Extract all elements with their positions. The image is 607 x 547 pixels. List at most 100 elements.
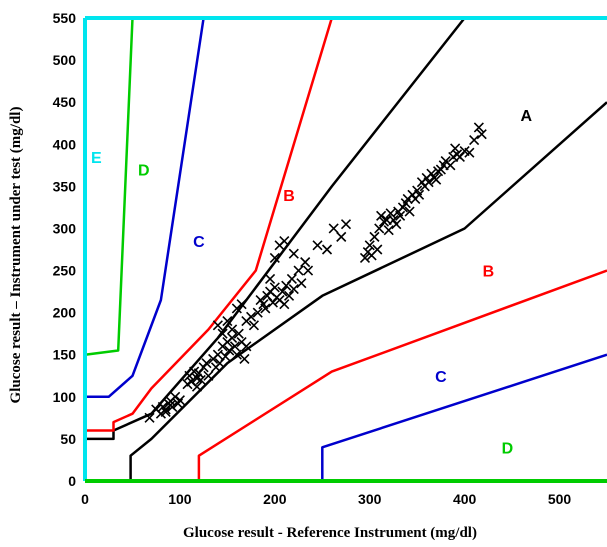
y-tick-label: 150: [53, 347, 77, 363]
x-tick-label: 400: [453, 491, 477, 507]
y-tick-label: 250: [53, 263, 77, 279]
data-point: [372, 244, 383, 255]
data-point: [286, 273, 297, 285]
data-point: [212, 320, 223, 331]
data-point: [450, 143, 461, 154]
zone-labels: A B B C C D D E: [91, 108, 532, 458]
y-tick-label: 50: [60, 431, 76, 447]
data-point: [391, 219, 402, 230]
data-point: [359, 252, 371, 263]
data-point: [267, 297, 278, 308]
data-point: [336, 231, 347, 242]
zone-A-boundary-line: [85, 17, 466, 441]
data-point: [469, 134, 480, 146]
y-tick-label: 300: [53, 220, 77, 236]
data-point: [414, 189, 425, 200]
data-point: [293, 265, 304, 276]
x-axis-tick-labels: 0 100 200 300 400 500: [81, 491, 571, 507]
data-point: [300, 257, 311, 268]
zone-label-A: A: [521, 108, 533, 125]
data-point: [227, 324, 238, 335]
data-point: [288, 248, 299, 259]
data-point: [165, 400, 176, 411]
data-point: [246, 311, 257, 322]
data-point: [201, 358, 212, 369]
data-point: [473, 122, 484, 133]
x-tick-label: 200: [263, 491, 287, 507]
plot-frame: [83, 16, 607, 483]
data-point: [296, 278, 307, 289]
data-point: [227, 332, 238, 343]
data-point: [260, 303, 271, 314]
data-point: [340, 219, 352, 230]
y-tick-label: 200: [53, 305, 77, 321]
zone-label-D: D: [502, 440, 514, 457]
zone-C-boundary-line: [85, 17, 205, 399]
x-axis-title: Glucose result - Reference Instrument (m…: [183, 525, 477, 541]
data-point: [170, 391, 181, 402]
zone-C-boundary-line: [321, 353, 607, 481]
data-point: [233, 328, 244, 339]
data-point: [423, 177, 434, 188]
y-tick-label: 450: [53, 94, 77, 110]
data-point: [160, 406, 171, 418]
y-tick-label: 0: [68, 473, 76, 489]
zone-label-D: D: [138, 163, 150, 180]
data-point: [395, 210, 406, 221]
data-point: [229, 341, 241, 352]
data-point: [203, 370, 214, 381]
data-point: [252, 307, 263, 318]
data-point: [248, 320, 260, 331]
data-point: [174, 395, 185, 406]
x-tick-label: 500: [548, 491, 572, 507]
data-point: [385, 208, 396, 219]
y-tick-label: 350: [53, 178, 77, 194]
data-point: [445, 160, 456, 171]
x-tick-label: 0: [81, 491, 89, 507]
data-point: [236, 299, 247, 310]
data-point: [312, 240, 323, 251]
data-point: [239, 353, 250, 365]
data-point: [279, 299, 290, 310]
data-point: [364, 240, 375, 251]
y-tick-label: 100: [53, 389, 77, 405]
data-point: [217, 328, 228, 339]
zone-D-boundary-line: [84, 17, 134, 356]
data-point: [212, 349, 223, 360]
data-point: [464, 147, 475, 158]
y-tick-label: 550: [53, 10, 77, 26]
data-point: [191, 381, 203, 392]
data-point: [269, 282, 280, 293]
data-point: [224, 345, 235, 356]
zone-A-boundary-line: [129, 101, 607, 481]
y-tick-label: 500: [53, 52, 77, 68]
data-point: [374, 223, 385, 234]
data-point: [222, 315, 233, 327]
data-point: [383, 225, 394, 236]
zone-label-B: B: [483, 264, 495, 281]
data-point: [279, 236, 290, 247]
data-point: [431, 174, 442, 185]
data-point: [476, 129, 487, 140]
y-axis-tick-labels: 0 50 100 150 200 250 300 350 400 450 500 550: [53, 10, 77, 489]
data-point: [265, 273, 276, 285]
data-points: [144, 122, 487, 423]
data-point: [288, 283, 299, 295]
y-tick-label: 400: [53, 136, 77, 152]
data-point: [302, 265, 314, 276]
zone-boundaries: [84, 17, 607, 481]
zone-B-boundary-line: [197, 269, 607, 481]
data-point: [328, 223, 339, 234]
data-point: [378, 216, 390, 227]
y-axis-title: Glucose result – Instrument under test (…: [8, 107, 24, 404]
data-point: [231, 349, 242, 360]
data-point: [369, 231, 380, 242]
x-tick-label: 100: [168, 491, 192, 507]
data-point: [195, 374, 206, 386]
data-point: [269, 252, 280, 263]
data-point: [404, 206, 415, 217]
data-point: [277, 286, 288, 297]
zone-B-boundary-line: [85, 17, 333, 432]
data-point: [321, 244, 333, 255]
